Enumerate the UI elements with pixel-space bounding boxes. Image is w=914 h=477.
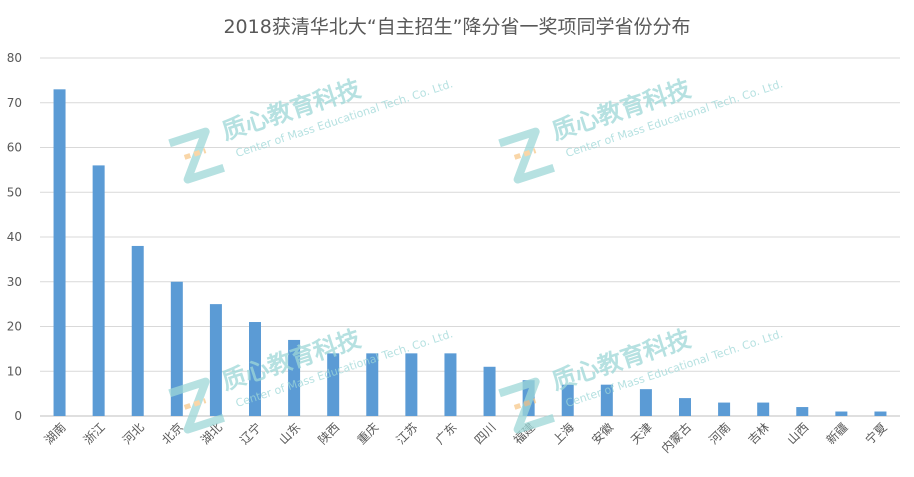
- y-tick-label: 40: [7, 230, 22, 244]
- y-axis: 0 10 20 30 40 50 60 70 80: [7, 51, 22, 423]
- x-tick-label: 河北: [120, 420, 147, 447]
- watermark-logo-accent: [513, 398, 537, 410]
- x-tick-label: 天津: [628, 420, 655, 447]
- x-tick-label: 重庆: [355, 420, 382, 447]
- x-tick-label: 内蒙古: [658, 420, 694, 456]
- bar: [131, 245, 144, 416]
- y-tick-label: 0: [14, 409, 22, 423]
- y-tick-label: 70: [7, 96, 22, 110]
- y-tick-label: 80: [7, 51, 22, 65]
- bar: [561, 384, 574, 416]
- chart-title: 2018获清华北大“自主招生”降分省一奖项同学省份分布: [223, 16, 691, 38]
- bar: [366, 353, 379, 416]
- x-tick-label: 北京: [159, 420, 186, 447]
- x-tick-label: 山西: [785, 420, 812, 447]
- bar: [718, 402, 731, 416]
- x-tick-label: 四川: [472, 420, 499, 447]
- y-tick-label: 30: [7, 275, 22, 289]
- x-tick-label: 浙江: [81, 420, 108, 447]
- x-tick-label: 吉林: [745, 420, 772, 447]
- x-tick-label: 宁夏: [862, 420, 890, 448]
- y-tick-label: 50: [7, 185, 22, 199]
- bar: [170, 281, 183, 416]
- bar: [249, 322, 261, 416]
- gridlines: [40, 57, 900, 417]
- bar: [209, 304, 222, 416]
- watermark-logo-accent: [183, 398, 207, 410]
- x-tick-label: 湖南: [41, 420, 69, 448]
- x-axis: 湖南 浙江 河北 北京 湖北 辽宁 山东 陕西 重庆 江苏 广东 四川 福建 上海 安徽 天津 内蒙古 河南 吉林山…: [41, 420, 889, 456]
- bar: [53, 89, 66, 416]
- y-tick-label: 60: [7, 141, 22, 155]
- x-tick-label: 安徽: [588, 420, 616, 448]
- bars: [53, 89, 887, 416]
- bar: [444, 353, 457, 416]
- watermark-logo-accent: [183, 148, 207, 160]
- bar: [835, 411, 848, 416]
- bar: [796, 407, 809, 416]
- x-tick-label: 江苏: [394, 420, 421, 447]
- bar: [757, 402, 770, 416]
- watermark-logo-accent: [513, 148, 537, 160]
- x-tick-label: 河南: [706, 420, 734, 448]
- y-tick-label: 10: [7, 364, 22, 378]
- bar: [679, 398, 691, 416]
- x-tick-label: 广东: [433, 420, 460, 447]
- bar: [288, 339, 301, 416]
- y-tick-label: 20: [7, 320, 22, 334]
- x-tick-label: 山东: [276, 420, 303, 447]
- bar: [405, 353, 418, 416]
- bar: [327, 353, 340, 416]
- bar: [874, 411, 887, 416]
- x-tick-label: 新疆: [823, 420, 851, 448]
- x-tick-label: 上海: [549, 420, 577, 448]
- bar: [600, 384, 613, 416]
- bar: [92, 165, 105, 416]
- x-tick-label: 辽宁: [237, 420, 265, 448]
- bar: [483, 366, 496, 416]
- x-tick-label: 陕西: [315, 420, 343, 448]
- bar: [639, 389, 652, 416]
